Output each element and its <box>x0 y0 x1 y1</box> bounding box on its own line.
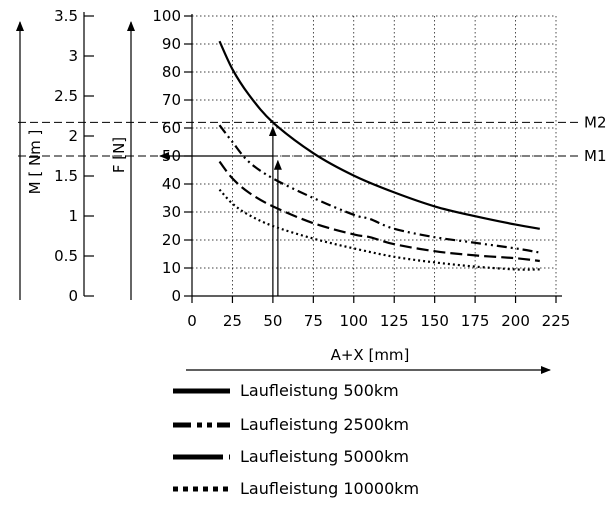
x-axis-tick-label: 175 <box>461 312 490 330</box>
m-axis-tick-label: 2.5 <box>54 87 78 105</box>
f-axis-tick-label: 30 <box>162 203 181 221</box>
reference-line-label: M1 <box>584 147 607 165</box>
x-axis-tick-label: 200 <box>501 312 530 330</box>
f-axis-title: F [N] <box>110 137 128 173</box>
series-layer <box>218 40 540 271</box>
f-axis-tick-label: 20 <box>162 231 181 249</box>
x-axis-title: A+X [mm] <box>331 346 410 364</box>
legend: Laufleistung 500km Laufleistung 2500km Lau… <box>173 381 419 498</box>
axes-layer: 0 0.5 1 1.5 2 2.5 3 3.5 M [ Nm ] F [N] 0 10 20 30 40 50… <box>16 7 607 374</box>
series-line-dashed <box>218 160 540 263</box>
legend-label: Laufleistung 2500km <box>240 415 409 434</box>
f-axis-tick-label: 100 <box>152 7 181 25</box>
m-axis-tick-label: 3.5 <box>54 7 78 25</box>
f-axis-tick-label: 0 <box>171 287 181 305</box>
legend-label: Laufleistung 5000km <box>240 447 409 466</box>
series-line-solid <box>218 40 540 230</box>
m-axis-tick-label: 2 <box>68 127 78 145</box>
x-axis-tick-label: 0 <box>187 312 197 330</box>
f-axis-tick-label: 90 <box>162 35 181 53</box>
x-axis-tick-label: 75 <box>304 312 323 330</box>
x-axis-tick-label: 225 <box>542 312 571 330</box>
m-axis-tick-label: 1 <box>68 207 78 225</box>
x-axis-tick-label: 150 <box>420 312 449 330</box>
x-axis-tick-label: 25 <box>223 312 242 330</box>
f-axis-tick-label: 40 <box>162 175 181 193</box>
f-axis-tick-label: 10 <box>162 259 181 277</box>
m-axis-tick-label: 0 <box>68 287 78 305</box>
m-axis-tick-label: 1.5 <box>54 167 78 185</box>
series-line-dashdotdot <box>218 124 540 254</box>
legend-label: Laufleistung 500km <box>240 381 399 400</box>
x-axis-tick-label: 100 <box>339 312 368 330</box>
m-axis-title: M [ Nm ] <box>26 130 44 195</box>
f-axis-tick-label: 80 <box>162 63 181 81</box>
m-axis-tick-label: 0.5 <box>54 247 78 265</box>
legend-label: Laufleistung 10000km <box>240 479 419 498</box>
m-axis-tick-label: 3 <box>68 47 78 65</box>
x-axis-tick-label: 50 <box>263 312 282 330</box>
x-axis-tick-label: 125 <box>380 312 409 330</box>
f-axis-tick-label: 70 <box>162 91 181 109</box>
reference-line-label: M2 <box>584 113 607 131</box>
f-axis-tick-label: 60 <box>162 119 181 137</box>
